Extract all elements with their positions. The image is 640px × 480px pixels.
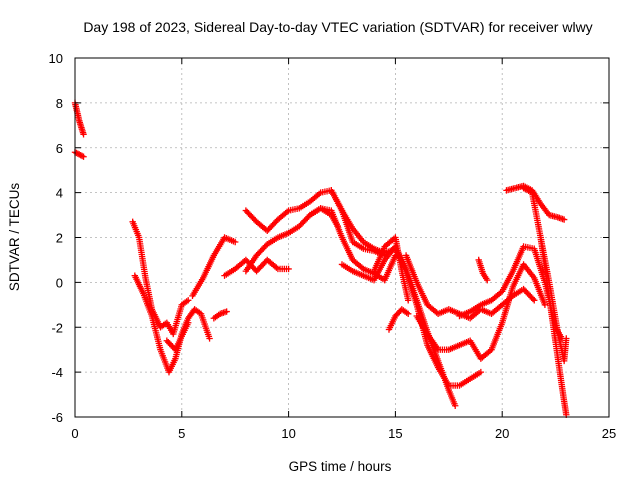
data-point bbox=[206, 335, 213, 342]
data-point bbox=[529, 295, 537, 303]
series-track-7 bbox=[210, 308, 230, 322]
x-tick-label: 25 bbox=[602, 426, 616, 441]
series-track-13 bbox=[338, 243, 459, 409]
data-point bbox=[405, 310, 412, 317]
y-tick-label: -4 bbox=[51, 365, 63, 380]
data-point bbox=[405, 297, 412, 304]
data-point bbox=[80, 131, 87, 138]
data-point bbox=[185, 319, 192, 326]
data-point bbox=[452, 402, 459, 409]
x-tick-label: 15 bbox=[388, 426, 402, 441]
data-point bbox=[477, 368, 485, 376]
data-point bbox=[78, 152, 86, 160]
y-tick-label: 6 bbox=[56, 141, 63, 156]
axis-ticks: 0 5 10 15 20 25 -6 -4 -2 0 2 4 6 8 10 bbox=[49, 51, 617, 441]
series-track-16 bbox=[402, 252, 538, 322]
x-tick-label: 5 bbox=[178, 426, 185, 441]
data-marks bbox=[71, 99, 570, 418]
y-tick-label: -2 bbox=[51, 320, 63, 335]
data-point bbox=[541, 301, 549, 309]
x-tick-label: 0 bbox=[71, 426, 78, 441]
y-tick-label: 8 bbox=[56, 96, 63, 111]
data-point bbox=[232, 238, 239, 246]
y-tick-label: 0 bbox=[56, 275, 63, 290]
series-track-1 bbox=[71, 99, 87, 138]
data-point bbox=[185, 297, 192, 304]
series-track-22 bbox=[537, 234, 570, 418]
y-tick-label: 10 bbox=[49, 51, 63, 66]
series-track-4 bbox=[131, 272, 213, 376]
chart-title: Day 198 of 2023, Sidereal Day-to-day VTE… bbox=[83, 19, 592, 35]
series-track-15 bbox=[385, 306, 412, 333]
y-tick-label: 4 bbox=[56, 186, 63, 201]
data-point bbox=[80, 153, 87, 160]
data-point bbox=[560, 216, 568, 223]
data-point bbox=[223, 308, 230, 315]
x-axis-label: GPS time / hours bbox=[289, 459, 392, 474]
y-tick-label: 2 bbox=[56, 231, 63, 246]
data-point bbox=[531, 297, 538, 304]
x-tick-label: 20 bbox=[495, 426, 509, 441]
data-point bbox=[484, 276, 491, 284]
series-track-8 bbox=[221, 256, 292, 279]
series-track-2 bbox=[71, 149, 87, 160]
series-track-19 bbox=[475, 256, 491, 284]
y-tick-label: -6 bbox=[51, 410, 63, 425]
x-tick-label: 10 bbox=[281, 426, 295, 441]
series-track-6 bbox=[189, 234, 239, 300]
series-track-5 bbox=[163, 319, 192, 353]
series-track-14 bbox=[370, 234, 412, 304]
data-point bbox=[285, 265, 292, 273]
data-point bbox=[563, 335, 570, 342]
series-track-9 bbox=[242, 205, 341, 275]
y-axis-label: SDTVAR / TECUs bbox=[7, 183, 22, 292]
series-track-17 bbox=[413, 261, 549, 362]
